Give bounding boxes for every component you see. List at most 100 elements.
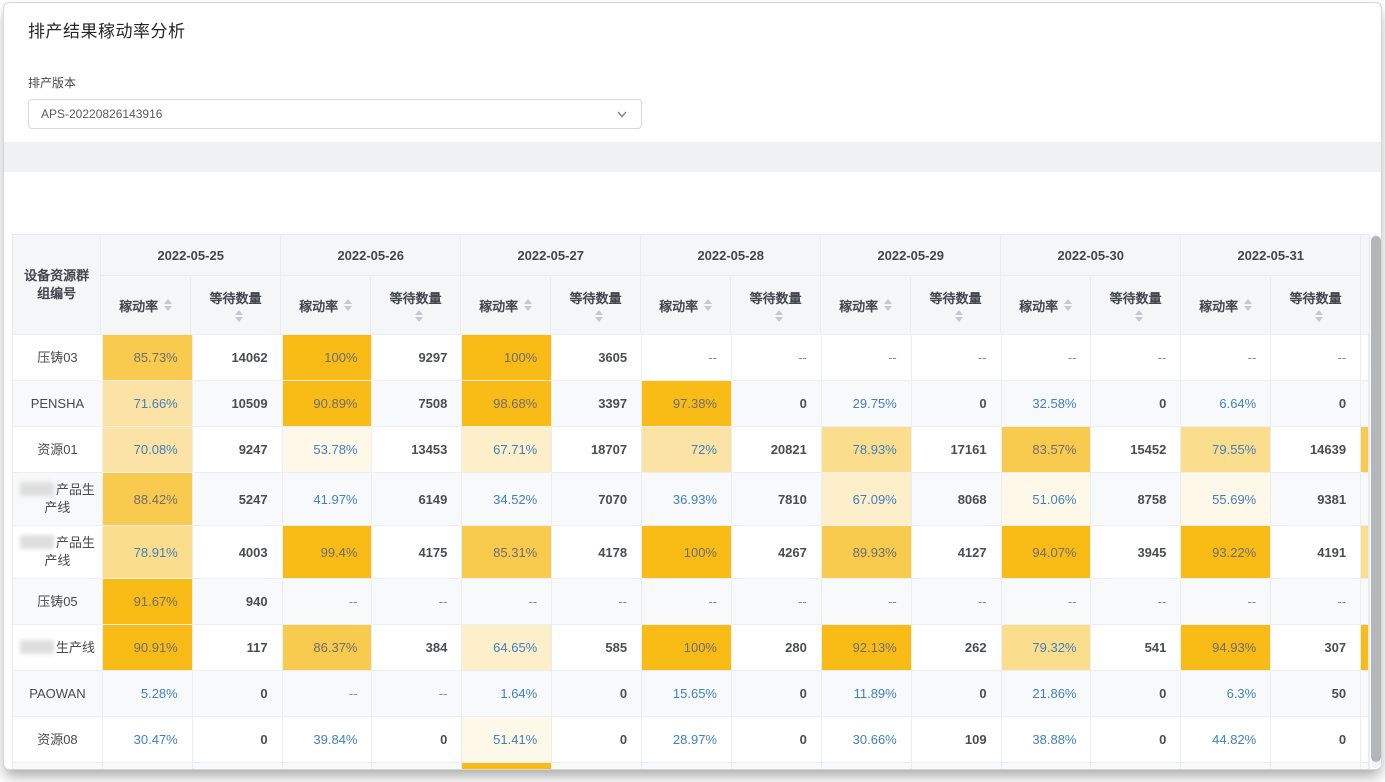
table-row: 压铸05 91.67% 940 -- -- -- -- -- -- -- -- -- -- -- -- (13, 578, 1370, 624)
rate-cell (1181, 762, 1272, 769)
wait-cell: 4127 (911, 525, 1002, 578)
sort-icon[interactable] (414, 310, 423, 322)
row-label-cell (13, 762, 103, 769)
sort-icon[interactable] (164, 299, 173, 311)
rate-cell: 55.69% (1181, 472, 1272, 525)
rate-cell: 32.58% (1001, 380, 1092, 426)
wait-cell (552, 762, 643, 769)
wait-cell: 4003 (192, 525, 283, 578)
next-column-sliver-cell (1361, 624, 1370, 670)
date-header-cell[interactable]: 2022-05-26 (281, 235, 462, 275)
rate-cell: -- (282, 578, 373, 624)
wait-cell: -- (911, 578, 1002, 624)
wait-sort-header[interactable]: 等待数量 (551, 276, 642, 334)
rate-cell: 100% (642, 624, 732, 670)
rate-cell: 78.91% (102, 525, 193, 578)
wait-cell: 8068 (911, 472, 1002, 525)
rate-cell: 67.09% (821, 472, 912, 525)
next-column-sliver-cell (1361, 525, 1370, 578)
wait-sort-header[interactable]: 等待数量 (911, 276, 1002, 334)
wait-sort-header[interactable]: 等待数量 (731, 276, 822, 334)
rate-sort-header[interactable]: 稼动率 (101, 276, 192, 334)
rate-sort-header[interactable]: 稼动率 (1181, 276, 1272, 334)
sort-icon[interactable] (774, 310, 783, 322)
sort-icon[interactable] (344, 299, 353, 311)
date-header-cell[interactable]: 2022-05-30 (1001, 235, 1182, 275)
wait-cell (372, 762, 463, 769)
wait-sort-header[interactable]: 等待数量 (1091, 276, 1182, 334)
sort-icon[interactable] (704, 299, 713, 311)
rate-cell: 6.64% (1181, 380, 1272, 426)
sort-icon[interactable] (1244, 299, 1253, 311)
next-column-sliver-cell (1361, 578, 1370, 624)
date-header-cell[interactable]: 2022-05-27 (461, 235, 642, 275)
rate-cell: 29.75% (821, 380, 912, 426)
rate-cell: -- (462, 578, 553, 624)
table-header: 设备资源群组编号 2022-05-25 2022-05-26 2022-05-27 2… (13, 235, 1369, 334)
date-headers: 2022-05-25 2022-05-26 2022-05-27 2022-05-28… (101, 235, 1362, 334)
date-header-cell[interactable]: 2022-05-31 (1181, 235, 1362, 275)
sort-icon[interactable] (234, 310, 243, 322)
date-header-cell[interactable]: 2022-05-29 (821, 235, 1002, 275)
rate-cell: 11.89% (821, 670, 912, 716)
sub-header-row: 稼动率 等待数量 稼动率 等待数量 稼动率 等待数量 稼动率 等待数量 稼动率 等待数量 稼动率 等待… (101, 276, 1362, 334)
next-column-sliver-cell (1361, 670, 1370, 716)
rate-cell: 39.84% (282, 716, 373, 762)
sort-icon[interactable] (594, 310, 603, 322)
row-label-cell: PENSHA (13, 380, 103, 426)
wait-cell: 0 (1091, 380, 1182, 426)
rate-cell: 100% (462, 334, 553, 380)
wait-cell: 0 (192, 716, 283, 762)
rate-sort-header[interactable]: 稼动率 (461, 276, 552, 334)
rate-sort-header[interactable]: 稼动率 (641, 276, 732, 334)
table-section: 设备资源群组编号 2022-05-25 2022-05-26 2022-05-27 2… (4, 172, 1381, 769)
wait-cell: 13453 (372, 426, 463, 472)
wait-cell: 0 (911, 380, 1002, 426)
wait-cell: 0 (911, 670, 1002, 716)
wait-cell: 262 (911, 624, 1002, 670)
wait-cell: 280 (731, 624, 822, 670)
sort-icon[interactable] (1314, 310, 1323, 322)
wait-cell: -- (1271, 334, 1362, 380)
sort-icon[interactable] (1064, 299, 1073, 311)
date-header-cell[interactable]: 2022-05-28 (641, 235, 822, 275)
wait-cell: 9247 (192, 426, 283, 472)
wait-cell: 6149 (372, 472, 463, 525)
rate-cell: 78.93% (821, 426, 912, 472)
rate-cell: 99.4% (282, 525, 373, 578)
rate-cell: 72% (642, 426, 732, 472)
rate-sort-header[interactable]: 稼动率 (281, 276, 372, 334)
schedule-version-select[interactable]: APS-20220826143916 (28, 99, 642, 129)
wait-cell: -- (1091, 334, 1182, 380)
sort-icon[interactable] (954, 310, 963, 322)
wait-cell: 4175 (372, 525, 463, 578)
rate-sort-header[interactable]: 稼动率 (1001, 276, 1092, 334)
sort-icon[interactable] (1134, 310, 1143, 322)
wait-sort-header[interactable]: 等待数量 (191, 276, 282, 334)
vertical-scrollbar-thumb[interactable] (1371, 236, 1381, 762)
wait-cell: 3397 (552, 380, 643, 426)
sort-icon[interactable] (884, 299, 893, 311)
date-header-cell[interactable]: 2022-05-25 (101, 235, 282, 275)
wait-cell: 0 (731, 380, 822, 426)
table-row: PENSHA 71.66% 10509 90.89% 7508 98.68% 3397 97.… (13, 380, 1370, 426)
wait-cell: 4267 (731, 525, 822, 578)
wait-sort-header[interactable]: 等待数量 (371, 276, 462, 334)
row-label-cell: 压铸05 (13, 578, 103, 624)
wait-cell (911, 762, 1002, 769)
table-row: PAOWAN 5.28% 0 -- -- 1.64% 0 15.65% 0 11.89% 0 21.8… (13, 670, 1370, 716)
rate-sort-header[interactable]: 稼动率 (821, 276, 912, 334)
corner-header-cell: 设备资源群组编号 (13, 235, 102, 334)
wait-cell: 17161 (911, 426, 1002, 472)
rate-cell (282, 762, 373, 769)
rate-cell: 79.55% (1181, 426, 1272, 472)
rate-cell: 38.88% (1001, 716, 1092, 762)
sort-icon[interactable] (524, 299, 533, 311)
wait-cell: 0 (552, 716, 643, 762)
partial-row (13, 762, 1370, 769)
header-section: 排产结果稼动率分析 排产版本 APS-20220826143916 (4, 3, 1381, 129)
rate-cell: 90.89% (282, 380, 373, 426)
wait-sort-header[interactable]: 等待数量 (1271, 276, 1362, 334)
table-row: 产品生产线 78.91% 4003 99.4% 4175 85.31% 4178 100% 42… (13, 525, 1370, 578)
redacted-blur (19, 639, 54, 654)
